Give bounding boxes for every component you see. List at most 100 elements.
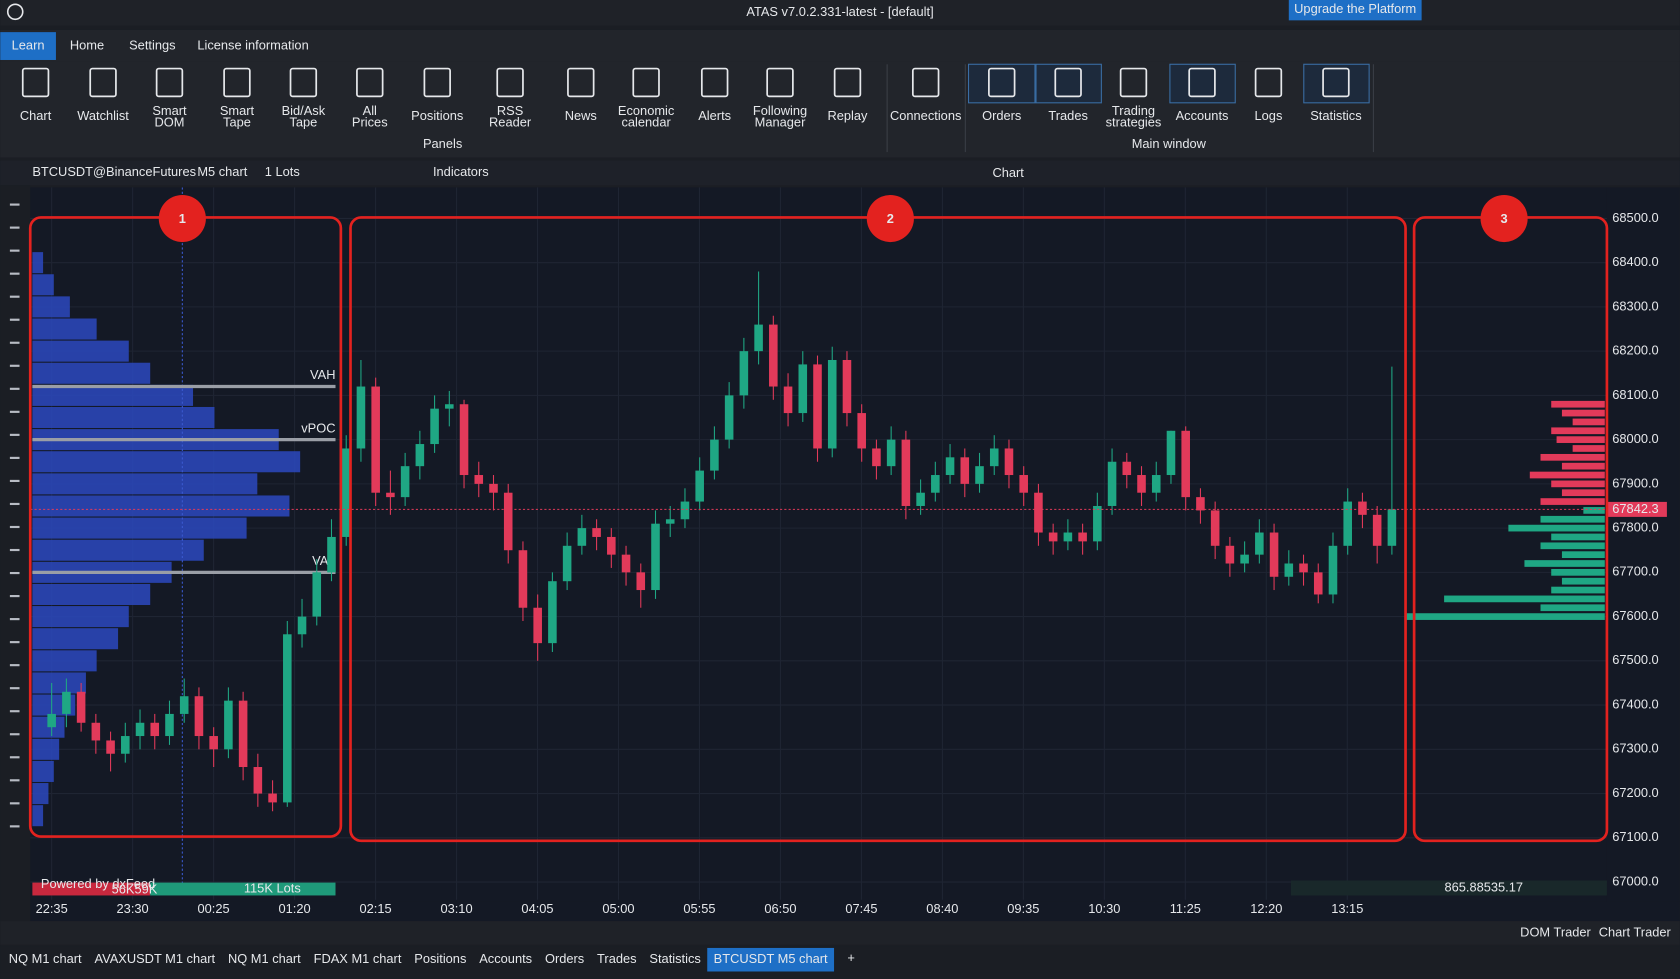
ribbon-label[interactable]: News bbox=[565, 108, 597, 123]
ribbon-label[interactable]: Trades bbox=[1048, 108, 1088, 123]
tool-icon[interactable] bbox=[9, 779, 20, 782]
ribbon-label[interactable]: Reader bbox=[489, 115, 532, 130]
ribbon-label[interactable]: All bbox=[363, 103, 377, 118]
ribbon-label[interactable]: Smart bbox=[152, 103, 187, 118]
menu-tab[interactable]: License information bbox=[197, 37, 308, 52]
tool-icon[interactable] bbox=[9, 502, 20, 506]
ribbon-label[interactable]: Orders bbox=[982, 108, 1021, 123]
tool-icon[interactable] bbox=[9, 433, 20, 436]
tool-icon[interactable] bbox=[9, 295, 20, 298]
ribbon-icon[interactable] bbox=[1322, 67, 1350, 98]
tool-icon[interactable] bbox=[9, 687, 20, 690]
tab[interactable]: FDAX M1 chart bbox=[314, 951, 402, 966]
tab[interactable]: Accounts bbox=[479, 951, 532, 966]
ribbon-icon[interactable] bbox=[911, 67, 940, 98]
tool-icon[interactable] bbox=[9, 456, 20, 459]
tool-icon[interactable] bbox=[9, 249, 20, 252]
tool-icon[interactable] bbox=[9, 318, 20, 321]
ribbon-icon[interactable] bbox=[1188, 67, 1216, 98]
tool-icon[interactable] bbox=[9, 525, 20, 529]
tool-icon[interactable] bbox=[9, 226, 20, 229]
tab[interactable]: NQ M1 chart bbox=[9, 951, 82, 966]
menu-tab[interactable]: Home bbox=[70, 37, 104, 52]
ribbon-label[interactable]: Economic bbox=[618, 103, 675, 118]
ribbon-label[interactable]: Watchlist bbox=[77, 108, 129, 123]
ribbon-icon[interactable] bbox=[988, 67, 1016, 98]
upgrade-label[interactable]: Upgrade the Platform bbox=[1294, 1, 1416, 16]
ribbon-icon[interactable] bbox=[632, 67, 660, 98]
ribbon-label[interactable]: Accounts bbox=[1176, 108, 1229, 123]
ribbon-icon[interactable] bbox=[356, 67, 384, 98]
tab[interactable]: Trades bbox=[597, 951, 637, 966]
lots[interactable]: 1 Lots bbox=[265, 164, 300, 179]
menu-tab-active[interactable] bbox=[0, 32, 56, 60]
chart-trader[interactable]: Chart Trader bbox=[1599, 924, 1672, 939]
ribbon-icon[interactable] bbox=[496, 67, 524, 98]
ribbon-icon[interactable] bbox=[1054, 67, 1082, 98]
tab-active-bg[interactable] bbox=[707, 947, 835, 972]
tool-icon[interactable] bbox=[9, 595, 20, 598]
dom-trader[interactable]: DOM Trader bbox=[1520, 924, 1591, 939]
timeframe[interactable]: M5 chart bbox=[197, 164, 247, 179]
ribbon-label[interactable]: Smart bbox=[220, 103, 255, 118]
tab[interactable]: NQ M1 chart bbox=[228, 951, 301, 966]
tool-icon[interactable] bbox=[9, 664, 20, 667]
ribbon-label[interactable]: strategies bbox=[1106, 115, 1162, 130]
tool-icon[interactable] bbox=[9, 479, 20, 483]
ribbon-label[interactable]: RSS bbox=[497, 103, 523, 118]
upgrade-button[interactable] bbox=[1288, 0, 1422, 21]
ribbon-label[interactable]: Statistics bbox=[1310, 108, 1361, 123]
tool-icon[interactable] bbox=[9, 341, 20, 344]
ribbon-label[interactable]: Prices bbox=[352, 115, 388, 130]
ribbon-icon[interactable] bbox=[766, 67, 794, 98]
tool-icon[interactable] bbox=[9, 641, 20, 644]
ribbon-label[interactable]: calendar bbox=[621, 115, 671, 130]
ribbon-icon[interactable] bbox=[289, 67, 318, 98]
ribbon-icon[interactable] bbox=[700, 67, 729, 98]
menu-tab[interactable]: Learn bbox=[12, 37, 45, 52]
ribbon-icon[interactable] bbox=[567, 67, 595, 98]
ribbon-label[interactable]: Replay bbox=[828, 108, 869, 123]
ribbon-label[interactable]: Positions bbox=[411, 108, 463, 123]
tab[interactable]: Statistics bbox=[649, 951, 700, 966]
add-tab[interactable]: + bbox=[847, 950, 855, 965]
ribbon-label[interactable]: Trading bbox=[1112, 103, 1155, 118]
tool-icon[interactable] bbox=[9, 710, 20, 713]
ribbon-icon[interactable] bbox=[1119, 67, 1148, 98]
ribbon-icon[interactable] bbox=[833, 67, 862, 98]
ribbon-icon[interactable] bbox=[21, 67, 50, 98]
tool-icon[interactable] bbox=[9, 825, 20, 828]
symbol[interactable]: BTCUSDT@BinanceFutures bbox=[32, 164, 196, 179]
tool-icon[interactable] bbox=[9, 364, 20, 367]
ribbon-icon[interactable] bbox=[155, 67, 184, 98]
tab[interactable]: AVAXUSDT M1 chart bbox=[94, 951, 215, 966]
ribbon-icon[interactable] bbox=[223, 67, 251, 98]
ribbon-label[interactable]: DOM bbox=[154, 115, 184, 130]
ribbon-label[interactable]: Connections bbox=[890, 108, 961, 123]
ribbon-label[interactable]: Following bbox=[753, 103, 807, 118]
ribbon-label[interactable]: Tape bbox=[289, 115, 317, 130]
tool-icon[interactable] bbox=[9, 756, 20, 759]
ribbon-label[interactable]: Bid/Ask bbox=[282, 103, 326, 118]
ribbon-label[interactable]: Alerts bbox=[698, 108, 731, 123]
tool-icon[interactable] bbox=[9, 410, 20, 413]
ribbon-label[interactable]: Logs bbox=[1255, 108, 1283, 123]
menu-tab[interactable]: Settings bbox=[129, 37, 175, 52]
tool-icon[interactable] bbox=[9, 571, 20, 575]
ribbon-icon[interactable] bbox=[423, 67, 451, 98]
tab[interactable]: Positions bbox=[414, 951, 466, 966]
tab[interactable]: Orders bbox=[545, 951, 584, 966]
tab[interactable]: BTCUSDT M5 chart bbox=[714, 951, 828, 966]
ribbon-label[interactable]: Tape bbox=[223, 115, 251, 130]
ribbon-label[interactable]: Chart bbox=[20, 108, 52, 123]
ribbon-icon[interactable] bbox=[89, 67, 117, 98]
tool-icon[interactable] bbox=[9, 802, 20, 805]
tool-icon[interactable] bbox=[9, 203, 20, 206]
tool-icon[interactable] bbox=[9, 272, 20, 275]
tool-icon[interactable] bbox=[9, 733, 20, 736]
indicators[interactable]: Indicators bbox=[433, 164, 489, 179]
tool-icon[interactable] bbox=[9, 387, 20, 390]
tool-icon[interactable] bbox=[9, 618, 20, 621]
tool-icon[interactable] bbox=[9, 548, 20, 552]
ribbon-label[interactable]: Manager bbox=[755, 115, 806, 130]
